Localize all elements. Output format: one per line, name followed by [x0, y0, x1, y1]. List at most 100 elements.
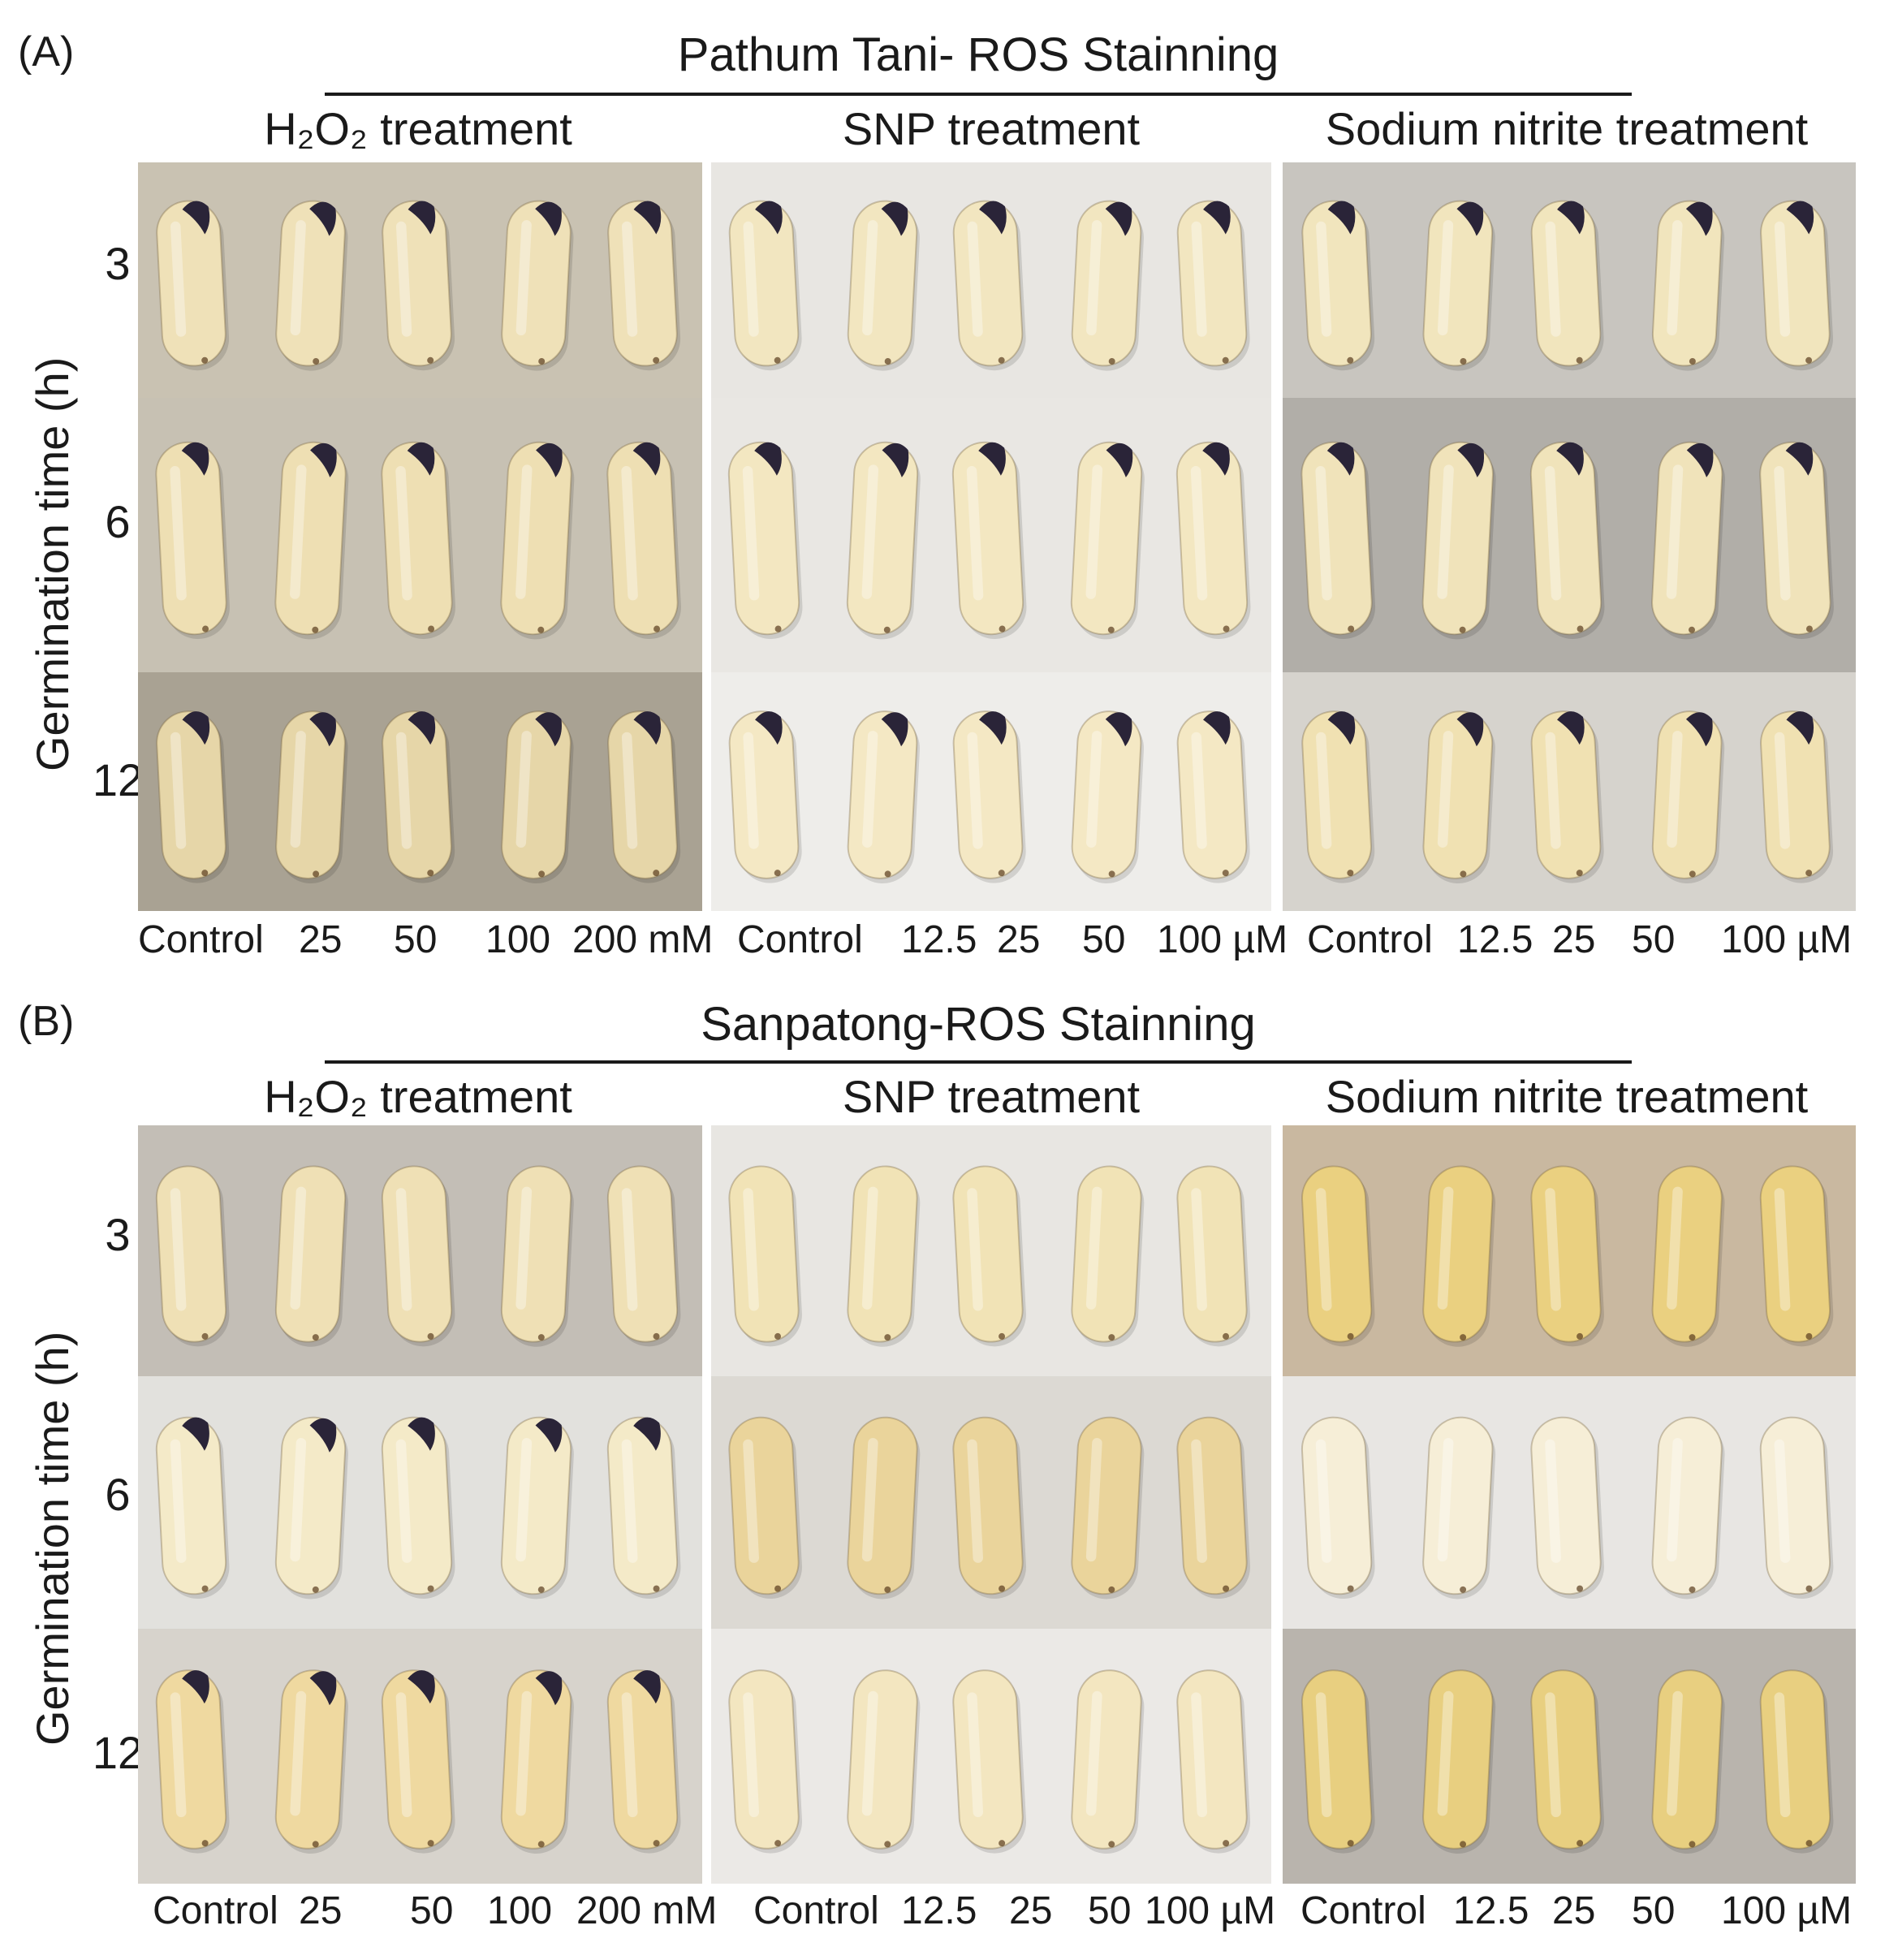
photo-panel-b-h2o2-row1 — [138, 1125, 702, 1376]
grain-body — [1651, 441, 1723, 636]
conc-label-a-h2o2-2: 50 — [394, 918, 438, 961]
grain-highlight — [1315, 1188, 1332, 1311]
grain-base-mark — [312, 1586, 319, 1593]
photo-panel-a-nitrite-row2 — [1283, 398, 1856, 672]
grain-highlight — [1437, 1690, 1454, 1816]
grain-base-mark — [653, 1332, 660, 1340]
grain-highlight — [743, 1439, 759, 1563]
rice-grain — [1175, 441, 1251, 639]
grain-highlight — [1667, 220, 1683, 336]
grain-highlight — [395, 732, 412, 849]
photo-svg-b-h2o2-row2 — [155, 1416, 681, 1600]
conc-label-b-snp-1: 12.5 — [901, 1889, 977, 1932]
grain-base-mark — [537, 1334, 545, 1341]
conc-label-a-h2o2-4: 200 mM — [572, 918, 714, 961]
rice-grain — [1422, 1669, 1496, 1854]
grain-highlight — [743, 732, 759, 849]
rice-grain — [1421, 441, 1496, 640]
photo-svg-b-snp-row2 — [728, 1416, 1250, 1600]
photo-panel-a-snp-row1 — [711, 162, 1271, 398]
grain-body — [1071, 1165, 1142, 1343]
rice-grain — [1530, 710, 1604, 883]
grain-body — [382, 710, 452, 879]
conc-label-b-h2o2-3: 100 — [487, 1889, 553, 1932]
conc-label-b-nitrite-0: Control — [1301, 1889, 1426, 1932]
grain-base-mark — [1107, 626, 1115, 633]
grain-body — [275, 710, 346, 879]
grain-body — [1529, 441, 1602, 636]
grain-body — [1176, 1416, 1248, 1595]
grain-highlight — [290, 1186, 307, 1310]
grain-base-mark — [1108, 1334, 1115, 1341]
ros-stained-embryo — [1456, 201, 1484, 236]
ros-stained-embryo — [882, 443, 909, 477]
ros-stained-embryo — [182, 1417, 209, 1451]
rice-grain — [1176, 1669, 1251, 1854]
grain-base-mark — [1460, 357, 1467, 365]
ros-stained-embryo — [979, 711, 1007, 745]
conc-label-a-nitrite-1: 12.5 — [1457, 918, 1533, 961]
grain-base-mark — [653, 1840, 660, 1847]
panel-a-snp-title: SNP treatment — [842, 103, 1141, 154]
rice-grain — [846, 441, 921, 640]
grain-base-mark — [1689, 870, 1696, 878]
grain-base-mark — [1805, 625, 1813, 632]
grain-body — [274, 1669, 347, 1850]
conc-label-a-h2o2-3: 100 — [485, 918, 551, 961]
grain-highlight — [1191, 1439, 1207, 1563]
grain-body — [1176, 1669, 1248, 1850]
ros-stained-embryo — [182, 201, 210, 235]
ros-stained-embryo — [632, 442, 661, 476]
grain-base-mark — [1223, 1840, 1230, 1847]
ros-stained-embryo — [755, 711, 783, 745]
ros-stained-embryo — [408, 201, 436, 235]
grain-highlight — [395, 1692, 412, 1818]
grain-highlight — [1315, 1439, 1332, 1563]
grain-highlight — [861, 1438, 878, 1562]
grain-highlight — [1315, 1692, 1332, 1818]
grain-highlight — [170, 466, 187, 601]
rice-grain — [952, 1165, 1026, 1347]
grain-base-mark — [538, 870, 546, 878]
grain-body — [1176, 710, 1248, 879]
grain-base-mark — [774, 625, 782, 632]
grain-base-mark — [312, 626, 319, 633]
grain-base-mark — [1108, 1841, 1115, 1848]
grain-highlight — [861, 1690, 878, 1816]
rice-grain — [274, 1416, 348, 1600]
grain-highlight — [966, 466, 984, 601]
panel-a-h2o2-title: H₂O₂ treatment — [264, 103, 572, 154]
grain-base-mark — [884, 870, 891, 878]
grain-highlight — [290, 464, 307, 599]
grain-highlight — [1085, 1690, 1102, 1816]
conc-label-a-nitrite-2: 25 — [1552, 918, 1596, 961]
rice-grain — [155, 1669, 230, 1854]
photo-svg-a-nitrite-row3 — [1301, 710, 1834, 884]
grain-base-mark — [201, 1332, 209, 1340]
ros-stained-embryo — [408, 711, 436, 745]
grain-highlight — [1316, 732, 1332, 849]
grain-base-mark — [1460, 1586, 1467, 1593]
rice-grain — [1530, 1669, 1605, 1854]
grain-body — [847, 1165, 918, 1343]
grain-highlight — [515, 1438, 533, 1562]
conc-label-b-snp-4: 100 µM — [1145, 1889, 1276, 1932]
panel-b-yaxis-label: Germination time (h) — [27, 1331, 78, 1746]
conc-label-a-snp-2: 25 — [997, 918, 1041, 961]
rice-grain — [952, 1416, 1026, 1600]
grain-body — [1651, 1416, 1723, 1595]
grain-body — [952, 1416, 1024, 1595]
grain-body — [847, 200, 918, 367]
conc-label-b-nitrite-3: 50 — [1632, 1889, 1676, 1932]
grain-body — [1301, 441, 1373, 636]
grain-base-mark — [1347, 356, 1354, 364]
grain-base-mark — [312, 1841, 319, 1848]
ros-stained-embryo — [1105, 201, 1132, 236]
grain-base-mark — [1460, 1334, 1467, 1341]
ros-stained-embryo — [535, 712, 562, 747]
grain-body — [1071, 200, 1142, 367]
grain-base-mark — [653, 1585, 660, 1592]
photo-panel-a-h2o2-row2 — [138, 398, 702, 672]
ros-stained-embryo — [633, 1670, 661, 1704]
grain-body — [1422, 1669, 1494, 1850]
